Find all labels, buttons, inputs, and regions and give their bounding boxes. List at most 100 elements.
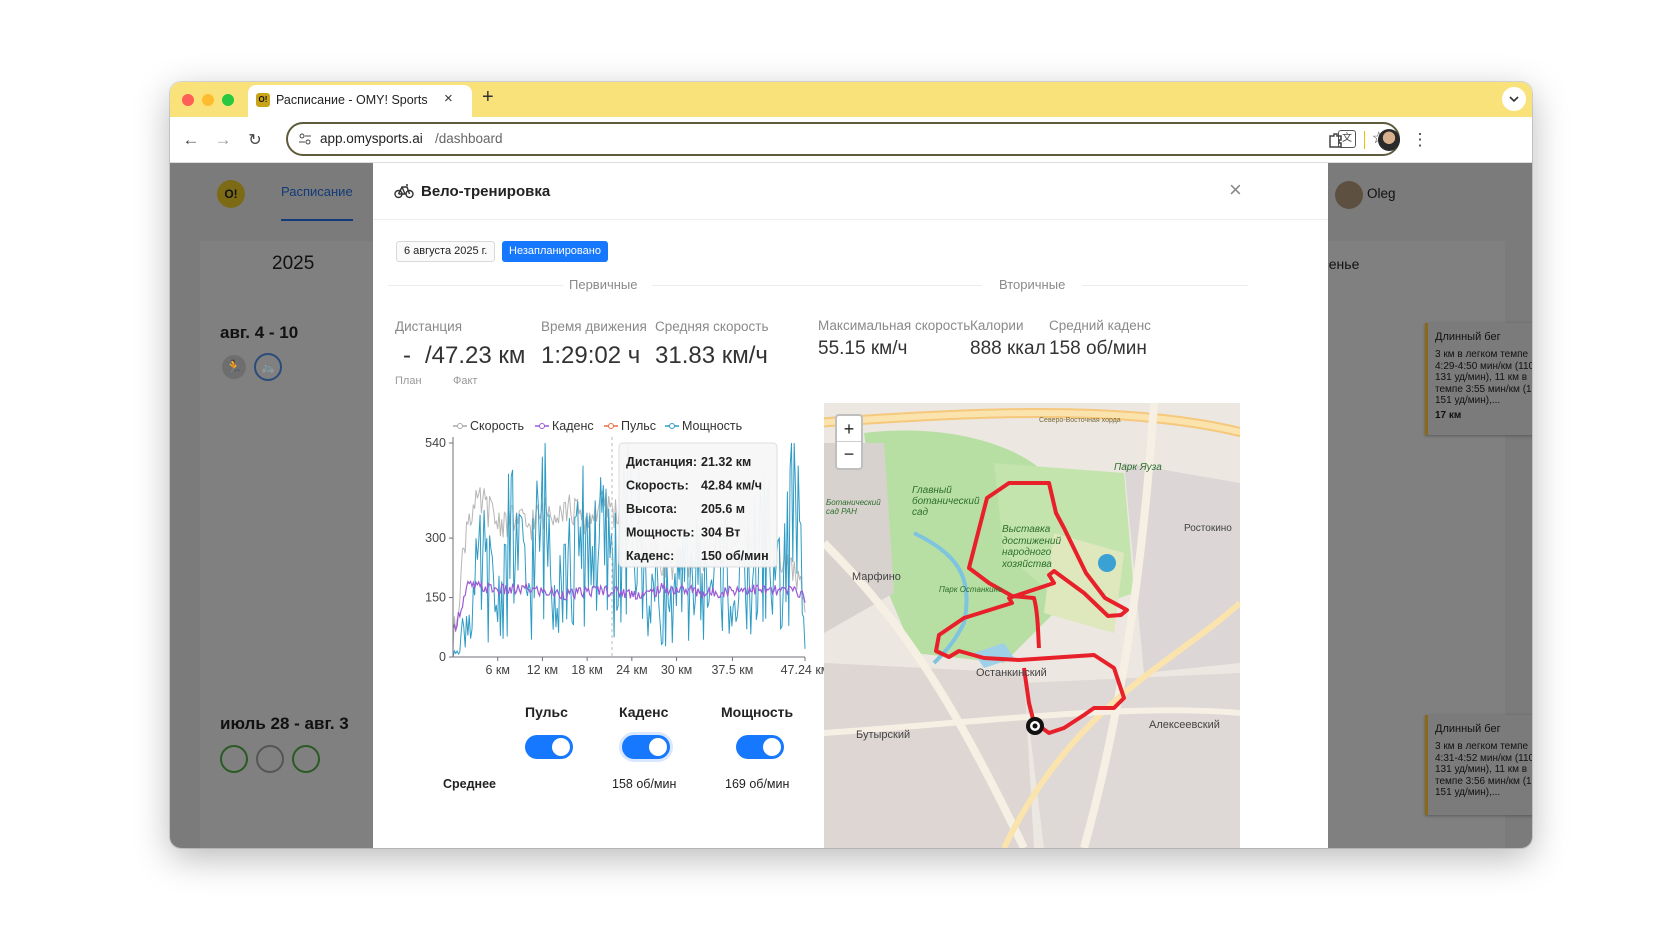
week-label-1: авг. 4 - 10 bbox=[220, 323, 299, 342]
map-label: Марфино bbox=[852, 571, 901, 583]
tab-active[interactable]: O! Расписание - OMY! Sports × bbox=[248, 85, 472, 117]
tooltip-value: 304 Вт bbox=[701, 526, 740, 540]
chevron-down-icon bbox=[1509, 96, 1519, 103]
average-label: Среднее bbox=[443, 777, 497, 791]
route-start-marker[interactable] bbox=[1098, 554, 1116, 572]
section-divider-left bbox=[388, 285, 563, 286]
tooltip-value: 150 об/мин bbox=[701, 549, 769, 563]
run-icon[interactable]: 🏃 bbox=[222, 355, 246, 379]
workout-card-2[interactable]: Длинный бег 3 км в легком темпе 4:31-4:5… bbox=[1425, 715, 1532, 815]
close-icon[interactable]: × bbox=[1229, 177, 1242, 202]
toggle-power[interactable] bbox=[736, 735, 784, 759]
profile-avatar[interactable] bbox=[1378, 129, 1400, 151]
section-secondary-label: Вторичные bbox=[999, 277, 1066, 292]
tooltip-value: 21.32 км bbox=[701, 455, 751, 469]
browser-toolbar: ← → ↻ app.omysports.ai /dashboard 文 ☆ ⋮ bbox=[170, 117, 1532, 163]
calories-label: Калории bbox=[970, 318, 1024, 333]
bike-icon bbox=[394, 184, 414, 199]
zoom-control: + − bbox=[835, 414, 863, 470]
x-tick-label: 37.5 км bbox=[711, 663, 753, 677]
toggle-pulse-label: Пульс bbox=[525, 704, 568, 720]
y-tick-label: 300 bbox=[425, 531, 446, 545]
map-label: Бутырский bbox=[856, 729, 911, 741]
address-bar[interactable]: app.omysports.ai /dashboard 文 ☆ bbox=[286, 122, 1400, 156]
minimize-window-button[interactable] bbox=[202, 94, 214, 106]
favicon-icon: O! bbox=[256, 93, 270, 107]
site-settings-icon[interactable] bbox=[298, 132, 312, 146]
section-primary-label: Первичные bbox=[569, 277, 638, 292]
max-speed-label: Максимальная скорость bbox=[818, 318, 971, 333]
bike-icon[interactable]: 🚲 bbox=[254, 353, 282, 381]
tab-close-icon[interactable]: × bbox=[444, 90, 453, 107]
x-tick-label: 47.24 км bbox=[781, 663, 828, 677]
map-label: Алексеевский bbox=[1149, 719, 1220, 731]
nav-active-indicator bbox=[281, 219, 353, 221]
tooltip-value: 42.84 км/ч bbox=[701, 479, 762, 493]
average-cadence: 158 об/мин bbox=[612, 777, 677, 791]
swim-icon[interactable] bbox=[292, 745, 320, 773]
map-label: Выставка достижений народного хозяйства bbox=[1002, 524, 1062, 570]
app-logo[interactable]: O! bbox=[217, 180, 245, 208]
menu-dots-icon[interactable]: ⋮ bbox=[1411, 130, 1429, 149]
year-header: 2025 bbox=[272, 253, 315, 274]
modal-title: Вело-тренировка bbox=[421, 183, 551, 200]
legend-cadence[interactable]: Каденс bbox=[552, 419, 594, 433]
legend-speed[interactable]: Скорость bbox=[470, 419, 524, 433]
tab-title: Расписание - OMY! Sports bbox=[276, 93, 428, 107]
bike-done-icon[interactable] bbox=[256, 745, 284, 773]
x-tick-label: 6 км bbox=[485, 663, 510, 677]
workout-card-1[interactable]: Длинный бег 3 км в легком темпе 4:29-4:5… bbox=[1425, 323, 1532, 435]
zoom-in-button[interactable]: + bbox=[837, 416, 861, 442]
user-avatar[interactable] bbox=[1335, 181, 1363, 209]
url-host: app.omysports.ai bbox=[320, 131, 423, 146]
workout-chart[interactable]: Скорость Каденс Пульс Мощность 0 150 300 54… bbox=[413, 408, 828, 698]
nav-schedule[interactable]: Расписание bbox=[281, 184, 353, 199]
toggle-power-label: Мощность bbox=[721, 704, 794, 720]
toggle-pulse[interactable] bbox=[525, 735, 573, 759]
avg-cadence-label: Средний каденс bbox=[1049, 318, 1151, 333]
card-desc: 3 км в легком темпе 4:31-4:52 мин/км (11… bbox=[1435, 741, 1532, 798]
max-speed-value: 55.15 км/ч bbox=[818, 338, 908, 359]
tooltip-key: Каденс: bbox=[626, 549, 674, 563]
chart-legend[interactable]: Скорость Каденс Пульс Мощность bbox=[453, 419, 742, 433]
back-icon[interactable]: ← bbox=[182, 130, 200, 149]
new-tab-icon[interactable]: + bbox=[482, 86, 494, 108]
translate-icon[interactable]: 文 bbox=[1338, 130, 1356, 148]
user-name[interactable]: Oleg bbox=[1367, 186, 1396, 201]
url-path: /dashboard bbox=[435, 131, 503, 146]
zoom-out-button[interactable]: − bbox=[843, 444, 855, 464]
tab-search-button[interactable] bbox=[1502, 87, 1526, 111]
tab-strip: O! Расписание - OMY! Sports × + bbox=[170, 82, 1532, 117]
distance-plan: - bbox=[403, 342, 411, 369]
modal-header-divider bbox=[373, 219, 1328, 220]
card-distance: 17 км bbox=[1435, 409, 1462, 421]
map-label: Останкинский bbox=[976, 667, 1047, 679]
run-done-icon[interactable] bbox=[220, 745, 248, 773]
tooltip-key: Мощность: bbox=[626, 526, 695, 540]
map-canvas[interactable] bbox=[824, 403, 1240, 848]
avg-speed-value: 31.83 км/ч bbox=[655, 342, 768, 369]
fact-label: Факт bbox=[453, 375, 478, 387]
avg-speed-label: Средняя скорость bbox=[655, 319, 769, 334]
calories-value: 888 ккал bbox=[970, 338, 1046, 359]
map-label: Ботанический сад РАН bbox=[826, 498, 881, 516]
maximize-window-button[interactable] bbox=[222, 94, 234, 106]
x-tick-label: 30 км bbox=[661, 663, 692, 677]
legend-power[interactable]: Мощность bbox=[682, 419, 742, 433]
reload-icon[interactable]: ↻ bbox=[248, 132, 262, 149]
toolbar-divider bbox=[1364, 131, 1365, 149]
extensions-icon[interactable] bbox=[1327, 131, 1345, 149]
route-map[interactable]: + − Парк Яуза Главный ботанический сад Б… bbox=[824, 403, 1240, 848]
plan-label: План bbox=[395, 375, 422, 387]
forward-icon[interactable]: → bbox=[214, 130, 232, 149]
section-divider-mid bbox=[652, 285, 982, 286]
legend-pulse[interactable]: Пульс bbox=[621, 419, 656, 433]
card-desc: 3 км в легком темпе 4:29-4:50 мин/км (11… bbox=[1435, 349, 1532, 406]
tooltip-key: Дистанция: bbox=[626, 455, 697, 469]
moving-time-label: Время движения bbox=[541, 319, 647, 334]
close-window-button[interactable] bbox=[182, 94, 194, 106]
status-tag: Незапланировано bbox=[502, 241, 608, 262]
toggle-cadence[interactable] bbox=[622, 735, 670, 759]
series-line-cadence[interactable] bbox=[452, 580, 806, 633]
distance-label: Дистанция bbox=[395, 319, 463, 334]
